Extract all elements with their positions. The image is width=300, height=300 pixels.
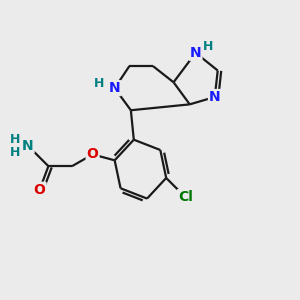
Text: H: H [10,133,21,146]
Text: H: H [94,77,104,90]
Text: N: N [190,46,202,60]
Text: N: N [22,139,34,153]
Text: O: O [34,183,46,197]
Text: N: N [109,81,121,95]
Text: O: O [87,147,98,161]
Text: H: H [203,40,213,53]
Text: Cl: Cl [178,190,193,204]
Text: H: H [10,146,21,159]
Text: N: N [209,90,220,104]
